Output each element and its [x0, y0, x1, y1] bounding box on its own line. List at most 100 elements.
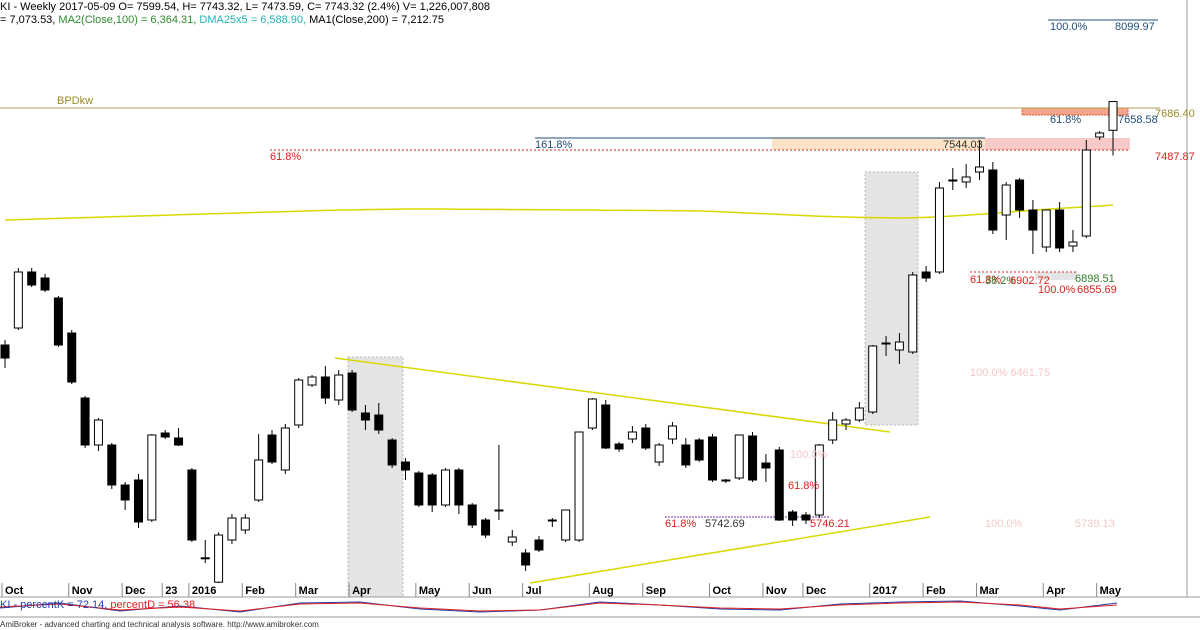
candle-body [187, 469, 197, 541]
annotation: 161.8% [535, 139, 573, 151]
candle-body [347, 372, 357, 411]
x-tick-label: Aug [592, 585, 613, 597]
annotation: 6898.51 [1075, 273, 1115, 285]
candle-body [40, 277, 50, 291]
header-part: DMA25x5 = 6,588.90, [199, 14, 309, 26]
candle-body [748, 435, 758, 481]
candle-body [761, 462, 771, 469]
candle-body [467, 504, 477, 526]
candle-body [280, 427, 290, 471]
x-tick-label: 2017 [873, 585, 897, 597]
zone [772, 138, 985, 150]
header: KI - Weekly 2017-05-09 O= 7599.54, H= 77… [0, 1, 490, 13]
candle-body [307, 376, 317, 386]
candle-body [601, 404, 611, 449]
candle-body [574, 431, 584, 541]
annotation: 100.0% [1038, 284, 1076, 296]
candle-body [1055, 209, 1065, 249]
annotation: 5739.13 [1075, 518, 1115, 530]
candle-body [414, 472, 424, 506]
candle-body [254, 459, 264, 501]
candle-body [481, 519, 491, 536]
candle-body [441, 469, 451, 506]
candle-body [360, 412, 370, 421]
annotation: 7658.58 [1118, 114, 1158, 126]
annotation: 100.0% [1050, 21, 1088, 33]
candle-body [841, 419, 851, 425]
candle-body [27, 271, 37, 286]
annotation: BPDkw [57, 95, 93, 107]
candle-body [227, 517, 237, 541]
candle-body [240, 517, 250, 531]
x-tick-label: Apr [352, 585, 372, 597]
annotation: 5742.69 [705, 518, 745, 530]
x-tick-label: Nov [72, 585, 94, 597]
candle-body [387, 439, 397, 466]
indicator-part: KI - percentK = 72.14, [0, 599, 110, 611]
annotation: 100.0% [790, 449, 828, 461]
percentd-line [0, 601, 1118, 612]
annotation: 5746.21 [810, 518, 850, 530]
annotation: 7544.03 [943, 139, 983, 151]
candle-body [988, 169, 998, 231]
candle-body [133, 479, 143, 523]
annotation: 61.8% [270, 151, 301, 163]
header-part: MA2(Close,100) = 6,364.31, [58, 14, 199, 26]
candle-body [0, 344, 10, 359]
shaded-zone [347, 356, 404, 598]
candle-body [93, 419, 103, 446]
candle-body [721, 479, 731, 482]
candle-body [160, 432, 170, 438]
candle-body [200, 557, 210, 560]
annotation: 7686.40 [1155, 108, 1195, 120]
trendline [529, 516, 931, 584]
annotation: 61.8% [1050, 114, 1081, 126]
candle-body [948, 179, 958, 182]
x-tick-label: Apr [1046, 585, 1066, 597]
candle-body [214, 534, 224, 583]
zone [985, 138, 1130, 150]
candle-body [294, 379, 304, 426]
candle-body [814, 444, 824, 516]
candle-body [1081, 149, 1091, 237]
candle-body [654, 444, 664, 463]
candle-body [174, 437, 184, 446]
candle-body [881, 342, 891, 345]
x-tick-label: Nov [766, 585, 788, 597]
candle-body [1001, 184, 1011, 216]
candle-body [494, 509, 504, 512]
candle-body [828, 419, 838, 441]
header-part: MA1(Close,200) = 7,212.75 [309, 14, 444, 26]
header-indicators: = 7,073.53, MA2(Close,100) = 6,364.31, D… [0, 14, 444, 26]
x-tick-label: Mar [980, 585, 1000, 597]
x-tick-label: Feb [245, 585, 265, 597]
candle-body [774, 449, 784, 521]
candle-body [561, 509, 571, 541]
candle-body [1041, 209, 1051, 248]
candle-body [334, 374, 344, 401]
x-tick-label: Mar [299, 585, 319, 597]
x-tick-label: Oct [5, 585, 24, 597]
candle-body [67, 332, 77, 383]
candle-body [53, 297, 63, 346]
annotation: 7487.87 [1155, 151, 1195, 163]
x-tick-label: Dec [806, 585, 826, 597]
candle-body [267, 434, 277, 463]
annotation: 61.8% [665, 518, 696, 530]
candle-body [961, 176, 971, 183]
candle-body [107, 444, 117, 486]
annotation: 38.2% [985, 275, 1016, 287]
candle-body [788, 511, 798, 521]
candle-body [1108, 101, 1118, 131]
candle-body [934, 187, 944, 273]
candle-body [454, 469, 464, 506]
annotation: 100.0% [985, 518, 1023, 530]
candle-body [868, 345, 878, 413]
x-tick-label: Oct [713, 585, 732, 597]
indicator-label: KI - percentK = 72.14, percentD = 56.38 [0, 599, 195, 611]
candle-body [894, 341, 904, 351]
candle-body [708, 436, 718, 481]
x-tick-label: May [1100, 585, 1122, 597]
